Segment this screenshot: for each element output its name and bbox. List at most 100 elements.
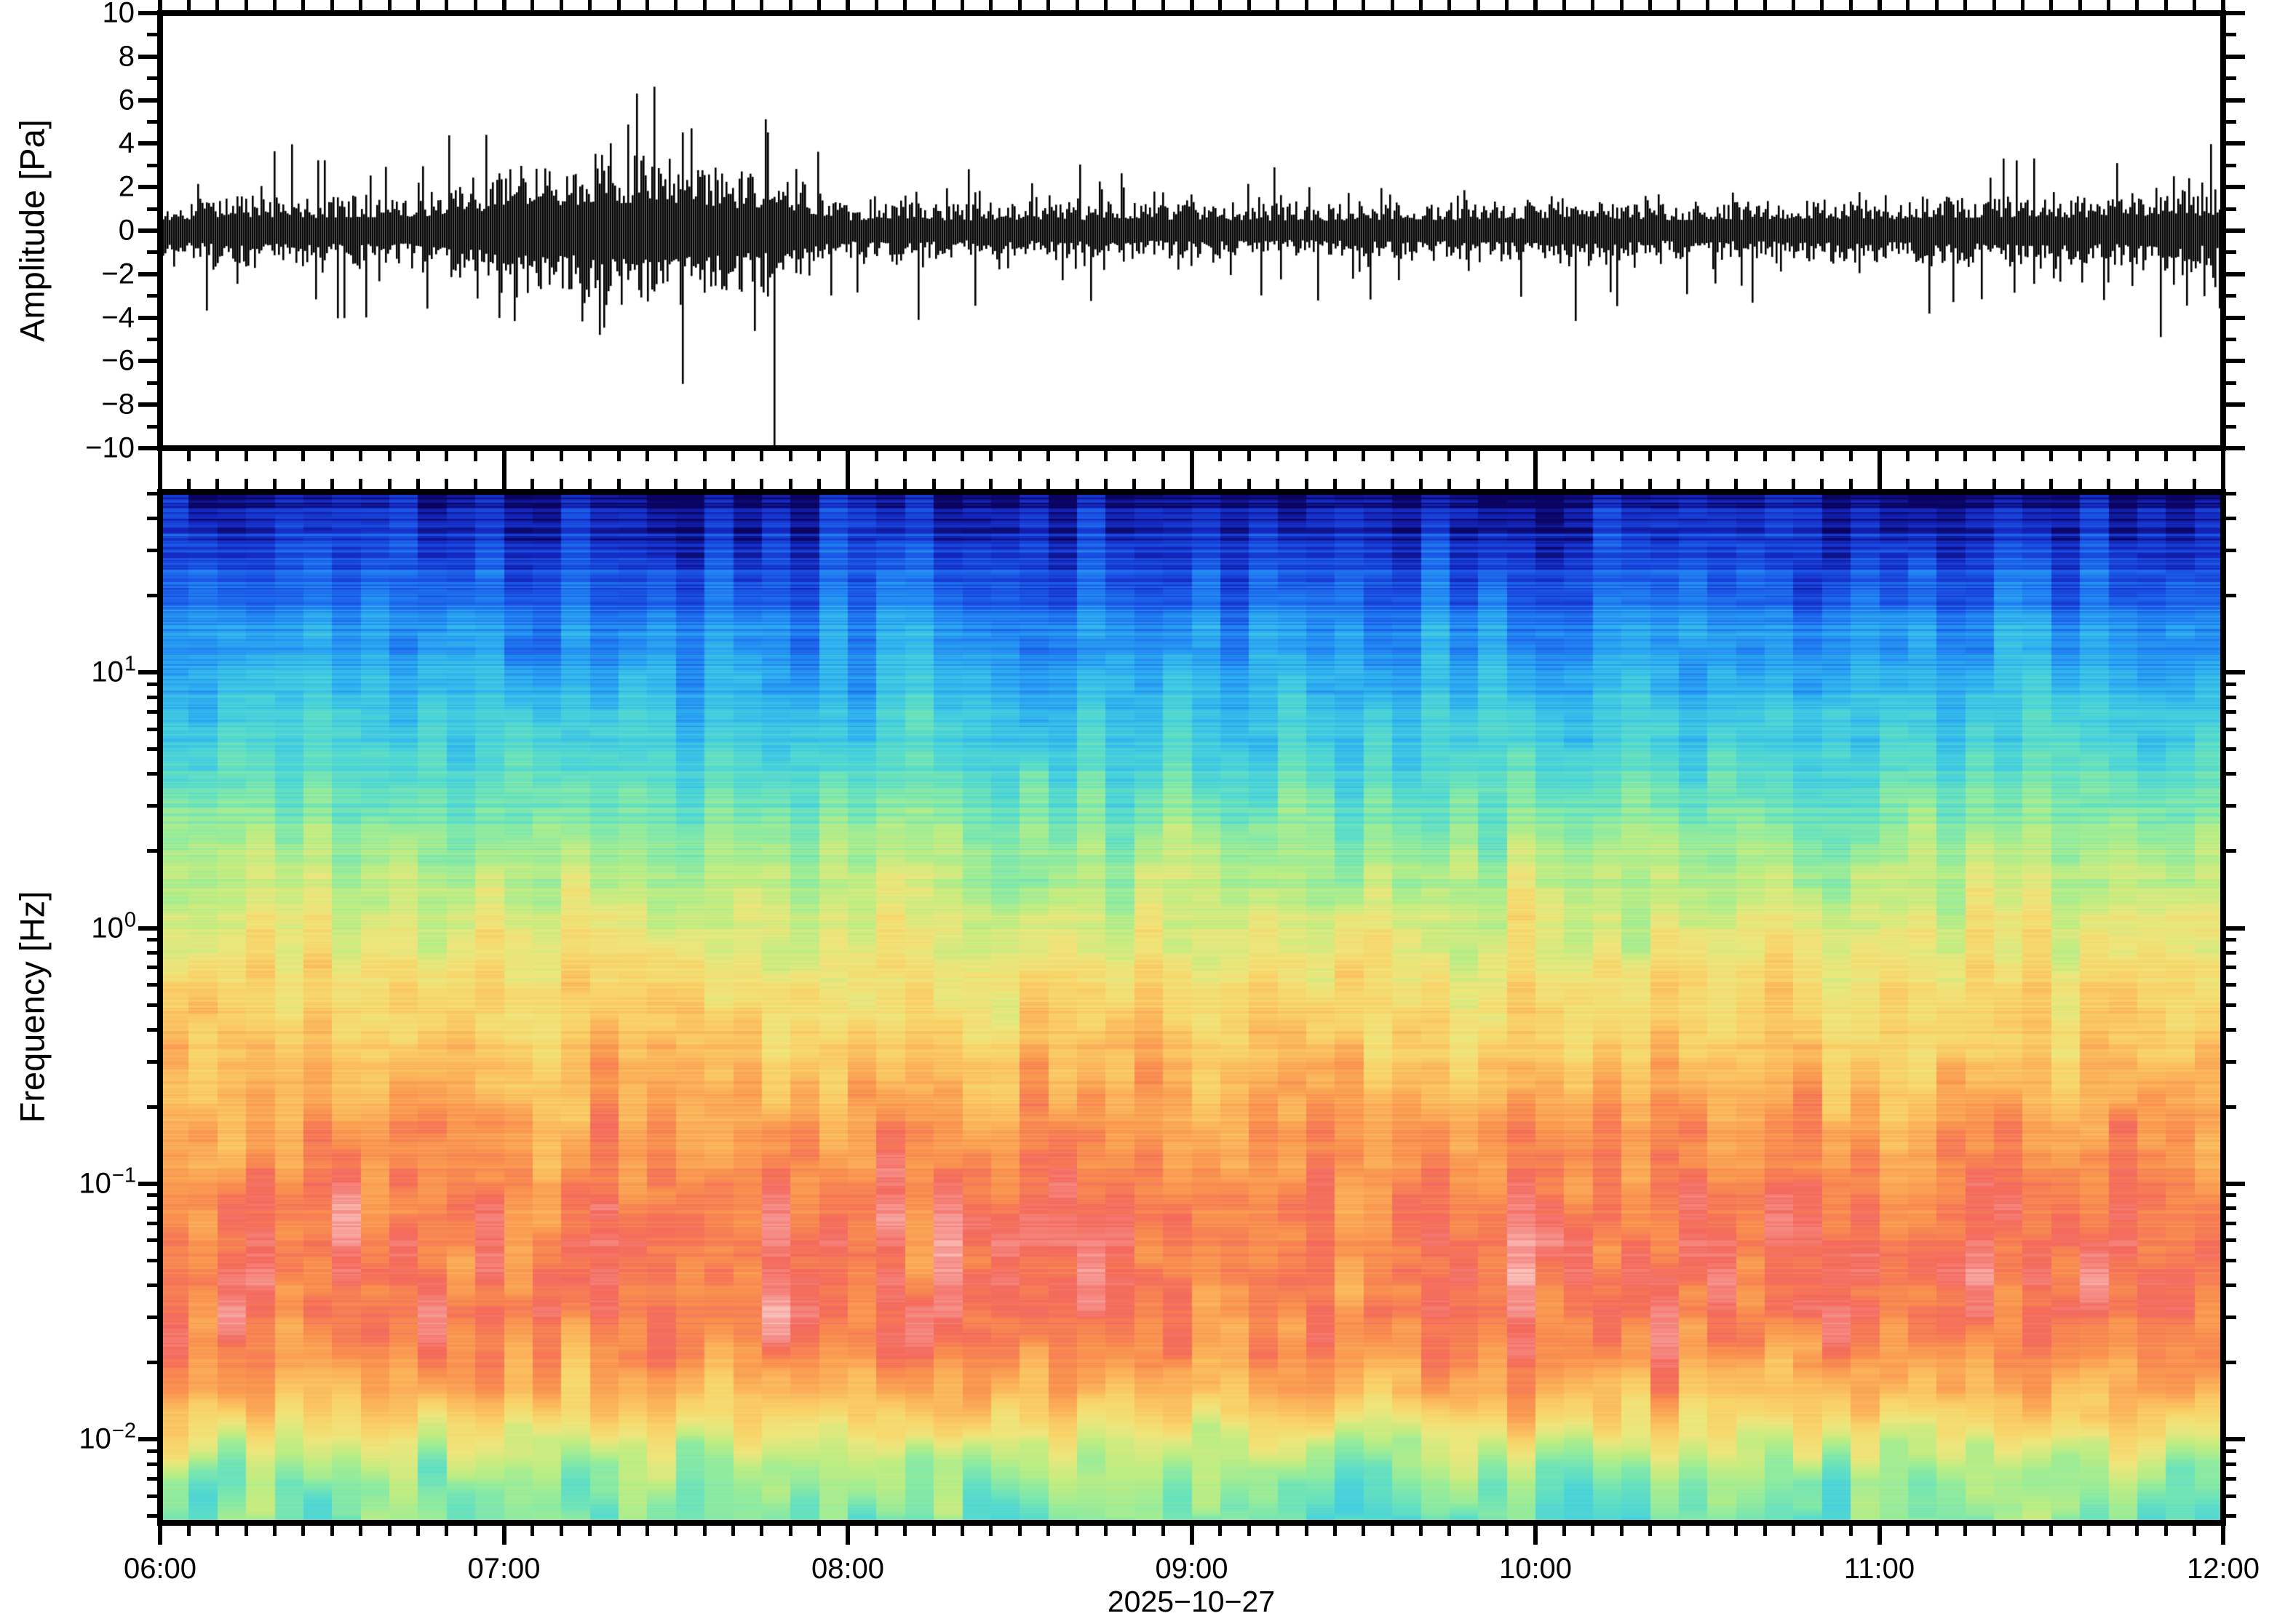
tick-minor — [330, 0, 334, 10]
tick-minor — [359, 1526, 363, 1536]
tick-minor — [1562, 0, 1566, 10]
tick-minor — [1046, 0, 1051, 10]
tick-minor — [1791, 479, 1795, 489]
amplitude-tick-label: 8 — [118, 40, 135, 73]
tick-minor — [1848, 0, 1853, 10]
tick-minor — [1619, 0, 1624, 10]
tick-minor — [931, 0, 936, 10]
tick-minor — [874, 479, 878, 489]
tick-minor — [244, 1526, 248, 1536]
tick-minor — [2226, 1221, 2236, 1225]
tick-minor — [473, 451, 477, 461]
tick-minor — [147, 1283, 157, 1288]
tick-minor — [1705, 1526, 1709, 1536]
tick-minor — [1447, 451, 1452, 461]
tick-minor — [1476, 451, 1480, 461]
panel-frame — [157, 489, 2226, 1526]
tick-minor — [874, 451, 878, 461]
tick-minor — [1161, 1526, 1165, 1536]
tick-major — [158, 1526, 162, 1545]
tick-minor — [147, 849, 157, 853]
tick-minor — [2226, 849, 2236, 853]
frequency-tick-label: 10−1 — [9, 1163, 136, 1200]
tick-minor — [147, 1477, 157, 1481]
tick-major — [2226, 271, 2245, 276]
tick-major — [138, 315, 157, 320]
tick-minor — [2226, 381, 2236, 385]
tick-major — [1533, 470, 1538, 489]
amplitude-tick-label: 0 — [118, 214, 135, 247]
tick-minor — [1705, 479, 1709, 489]
tick-minor — [788, 1526, 792, 1536]
tick-minor — [147, 966, 157, 970]
tick-minor — [1103, 1526, 1108, 1536]
tick-minor — [1304, 451, 1308, 461]
tick-minor — [2226, 1514, 2236, 1518]
tick-minor — [1075, 0, 1079, 10]
tick-minor — [147, 1259, 157, 1263]
tick-minor — [559, 479, 563, 489]
tick-minor — [2163, 1526, 2168, 1536]
tick-minor — [760, 1526, 764, 1536]
tick-minor — [445, 1526, 449, 1536]
tick-major — [2226, 54, 2245, 59]
tick-minor — [2226, 1315, 2236, 1319]
tick-major — [138, 446, 157, 450]
tick-minor — [186, 0, 191, 10]
tick-minor — [1362, 0, 1366, 10]
tick-minor — [788, 451, 792, 461]
tick-minor — [2226, 1360, 2236, 1364]
tick-minor — [616, 479, 621, 489]
tick-minor — [1591, 0, 1595, 10]
tick-minor — [1820, 451, 1824, 461]
tick-minor — [1963, 451, 1968, 461]
tick-minor — [961, 0, 964, 10]
tick-minor — [2226, 1059, 2236, 1064]
tick-minor — [147, 1206, 157, 1211]
tick-minor — [1075, 451, 1079, 461]
tick-minor — [961, 451, 964, 461]
tick-minor — [147, 1315, 157, 1319]
tick-major — [501, 451, 506, 470]
tick-minor — [2193, 451, 2197, 461]
tick-minor — [874, 1526, 878, 1536]
tick-minor — [2226, 294, 2236, 298]
tick-major — [1877, 0, 1882, 10]
tick-minor — [989, 0, 993, 10]
tick-minor — [731, 479, 735, 489]
tick-minor — [2226, 76, 2236, 81]
tick-minor — [330, 479, 334, 489]
tick-minor — [147, 710, 157, 715]
tick-minor — [731, 1526, 735, 1536]
tick-minor — [931, 451, 936, 461]
tick-minor — [1734, 451, 1738, 461]
tick-major — [2226, 359, 2245, 364]
tick-major — [158, 451, 162, 470]
tick-minor — [1332, 0, 1337, 10]
tick-minor — [2226, 1104, 2236, 1109]
tick-minor — [1276, 0, 1280, 10]
tick-minor — [2226, 1449, 2236, 1453]
tick-minor — [1763, 1526, 1767, 1536]
tick-minor — [531, 479, 535, 489]
tick-major — [1189, 1526, 1194, 1545]
tick-minor — [817, 0, 822, 10]
amplitude-tick-label: −10 — [85, 431, 135, 464]
tick-minor — [1963, 0, 1968, 10]
tick-minor — [817, 479, 822, 489]
tick-minor — [616, 1526, 621, 1536]
frequency-tick-base: 10 — [79, 1422, 111, 1455]
tick-minor — [2226, 1003, 2236, 1007]
tick-major — [2221, 1526, 2225, 1545]
tick-major — [1533, 1526, 1538, 1545]
tick-minor — [1419, 451, 1423, 461]
tick-minor — [1963, 479, 1968, 489]
tick-minor — [147, 120, 157, 124]
tick-minor — [244, 479, 248, 489]
tick-minor — [445, 0, 449, 10]
tick-minor — [2226, 747, 2236, 752]
tick-minor — [1103, 0, 1108, 10]
amplitude-tick-label: 2 — [118, 170, 135, 203]
tick-minor — [147, 1027, 157, 1032]
tick-minor — [2020, 451, 2024, 461]
